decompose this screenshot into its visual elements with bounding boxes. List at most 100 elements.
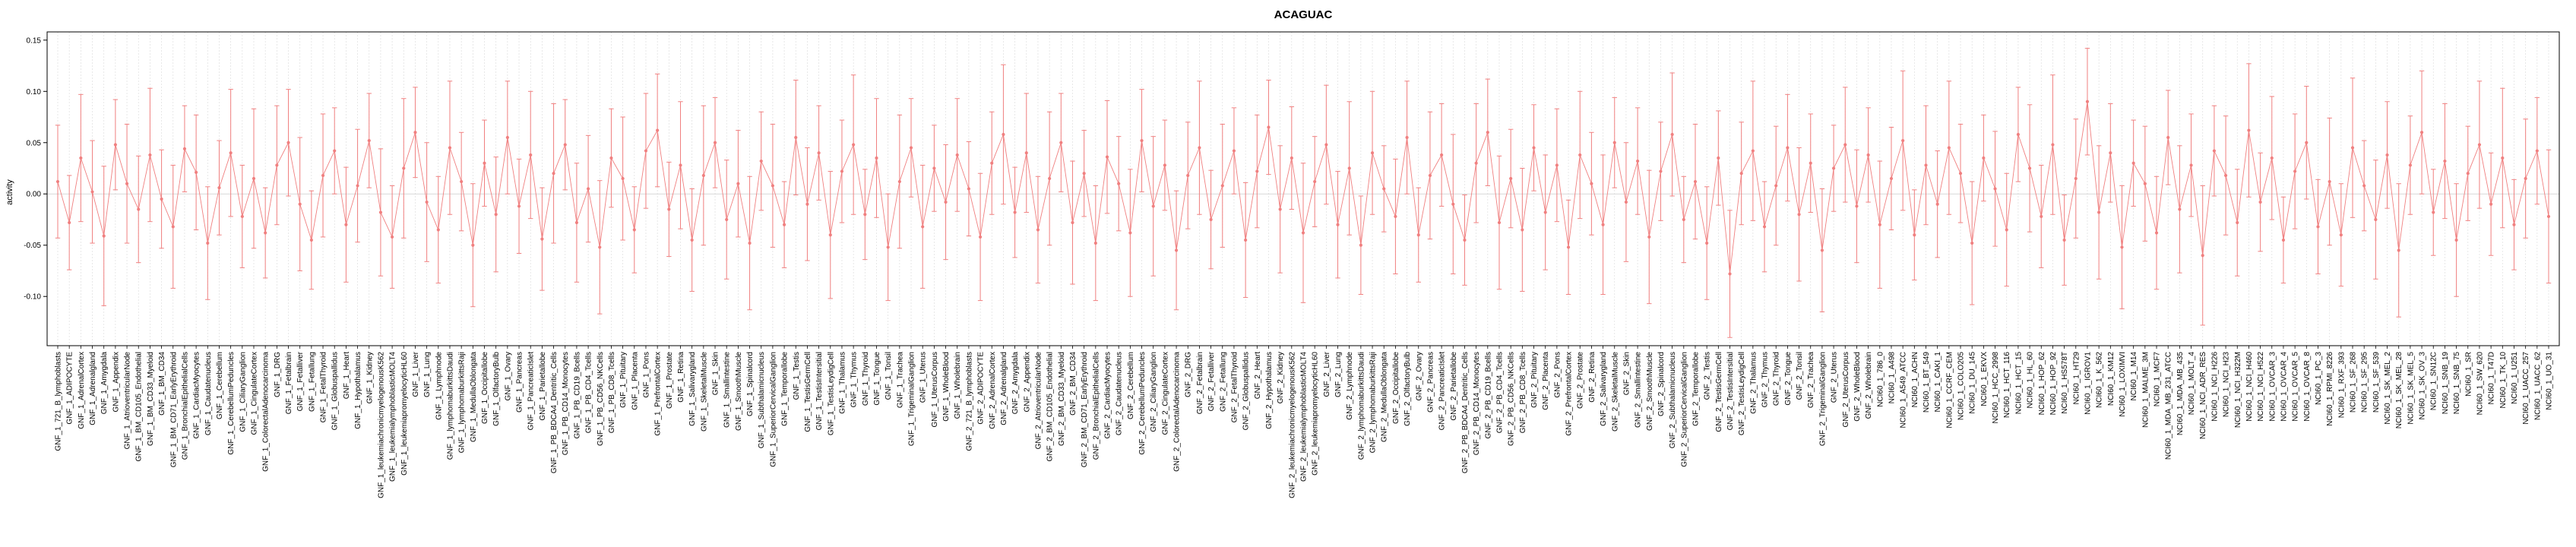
data-point [1163,163,1166,167]
x-tick-label: NCI60_1_LOXIMVI [2119,352,2127,417]
x-tick-label: GNF_1_PB_CD19_Bcells [573,352,581,439]
data-point [217,186,221,190]
y-axis-label: activity [5,179,14,205]
x-tick-label: NCI60_1_MOLT_4 [2188,352,2196,416]
data-point [2201,254,2204,258]
x-tick-label: GNF_2_leukemialymphoblasticMOLT4 [1300,352,1309,482]
data-point [391,235,394,239]
data-point [828,233,832,237]
x-tick-label: GNF_2_BronchialEpithelialCells [1092,352,1100,460]
x-tick-label: GNF_1_Fetallung [308,352,316,412]
data-point [1670,132,1674,137]
x-tick-label: GNF_1_Pons [642,352,650,398]
x-tick-label: NCI60_1_SK_OV_3 [2419,352,2427,420]
data-point [840,169,844,173]
x-tick-label: NCI60_1_NCI_H460 [2245,352,2254,422]
data-point [1071,220,1074,225]
data-point [425,200,429,204]
x-tick-label: GNF_1_BM_CD105_Endothelial [135,352,144,462]
x-tick-label: NCI60_1_HL_60 [2027,352,2035,409]
x-tick-label: GNF_2_PB_BDCA4_Dentritic_Cells [1461,352,1470,473]
data-point [402,166,406,170]
x-tick-label: NCI60_1_SF_268 [2350,352,2358,413]
data-point [2074,176,2078,181]
data-point [771,184,775,188]
data-point [1543,210,1547,214]
x-tick-label: NCI60_1_PC_3 [2315,352,2323,405]
x-tick-label: GNF_1_Thyroid [862,352,870,406]
data-point [552,172,555,175]
x-tick-label: NCI60_1_OVCAR_4 [2280,352,2288,422]
x-tick-label: GNF_2_Salivarygland [1600,352,1608,426]
x-tick-label: GNF_2_Thyroid [1773,352,1781,406]
x-tick-label: GNF_1_Placenta [631,352,639,410]
data-point [1140,138,1144,143]
x-tick-label: NCI60_1_RPMI_8226 [2326,352,2334,426]
x-tick-label: GNF_1_Ovary [504,352,512,400]
x-tick-label: GNF_1_Amygdala [100,352,109,415]
x-tick-label: GNF_1_Tonsil [885,352,893,400]
x-tick-label: GNF_2_Kidney [1277,352,1285,403]
data-point [1405,135,1409,140]
data-point [2328,179,2331,184]
x-tick-label: GNF_1_721_B_lymphoblasts [55,352,63,451]
data-point [448,146,452,150]
x-tick-label: GNF_2_Heart [1254,352,1262,399]
x-tick-label: GNF_2_BM_CD71_EarlyErythroid [1081,352,1089,467]
x-tick-label: NCI60_1_SF_295 [2361,352,2369,413]
data-point [195,170,198,175]
data-point [2040,214,2043,219]
data-point [1036,228,1040,232]
data-point [529,153,533,157]
data-point [378,210,383,214]
data-point [656,128,660,132]
x-tick-label: GNF_2_lymphomaburkittsRaji [1369,352,1378,453]
x-tick-label: GNF_1_WholeBlood [942,352,951,422]
x-tick-label: GNF_2_Tonsil [1796,352,1804,400]
x-tick-label: NCI60_1_NCI_H522 [2257,352,2265,422]
data-point [505,135,509,140]
x-tick-label: GNF_1_BM_CD34 [158,352,166,416]
data-point [1889,176,1894,181]
x-tick-label: NCI60_1_HCT_15 [2014,352,2023,415]
x-tick-label: NCI60_1_UACC_62 [2533,352,2542,420]
x-tick-label: GNF_2_Tongue [1784,352,1793,406]
x-tick-label: GNF_2_Pancreas [1426,352,1435,413]
x-tick-label: NCI60_1_HOP_62 [2038,352,2046,416]
x-tick-label: GNF_1_DRG [274,352,282,397]
data-point [701,173,705,178]
data-point [1013,210,1017,214]
data-point [1682,217,1685,222]
data-point [598,245,602,249]
x-tick-label: GNF_2_leukemiapromyelocyticHL60 [1312,352,1320,476]
data-point [494,213,498,217]
data-point [2316,225,2320,229]
x-tick-label: GNF_1_Testis [793,352,801,400]
data-point [1509,176,1513,181]
data-point [2258,200,2262,204]
data-point [1290,156,1293,160]
data-point [1347,166,1351,170]
x-tick-label: GNF_2_Liver [1323,351,1331,397]
x-tick-label: GNF_1_Fetalbrain [285,352,293,414]
x-tick-label: NCI60_1_M14 [2130,352,2138,401]
x-tick-label: GNF_2_Trachea [1807,352,1815,409]
data-point [1198,146,1201,150]
data-point [1370,151,1375,155]
data-point [90,190,94,194]
data-point [921,225,925,229]
x-tick-label: GNF_2_Amygdala [1011,352,1020,415]
data-point [1451,202,1455,206]
x-tick-label: GNF_2_lymphomaburkittsDaudi [1357,352,1366,460]
data-point [275,163,279,167]
x-tick-label: GNF_2_BM_CD33_Myeloid [1058,352,1066,446]
x-tick-label: NCI60_1_A498 [1888,352,1896,404]
data-point [1244,238,1248,242]
x-tick-label: GNF_1_SuperiorCervicalGanglion [769,352,777,467]
data-point [621,176,625,181]
y-tick-label: -0.05 [24,242,41,250]
x-tick-label: GNF_1_Trachea [896,352,904,409]
data-point [2305,141,2309,144]
data-point [1313,179,1317,184]
data-point [540,237,544,241]
